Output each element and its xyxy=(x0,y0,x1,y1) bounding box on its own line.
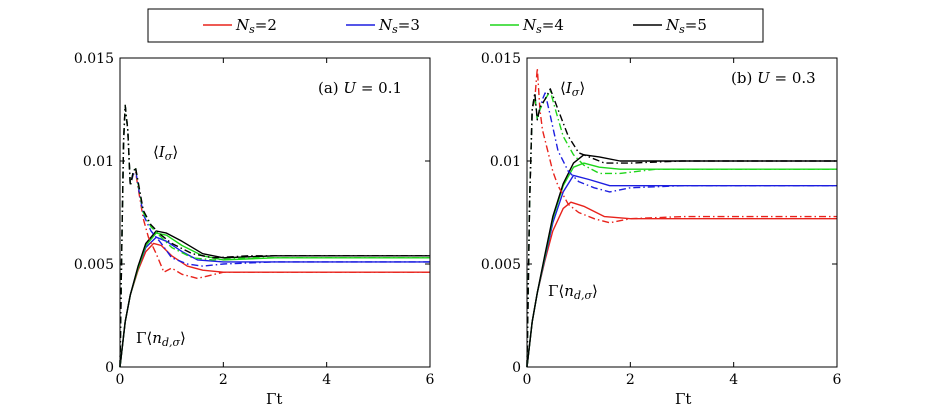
x-tick-label: 6 xyxy=(426,372,435,388)
tick-layer: 0 2 4 6 0 0.005 0.01 0.015 xyxy=(481,51,842,388)
legend-entry-ns3: Ns=3 xyxy=(346,16,420,36)
x-axis-label-a: Γt xyxy=(266,390,282,408)
annotation-current: ⟨Iσ⟩ xyxy=(153,143,178,163)
legend-entry-ns5: Ns=5 xyxy=(633,16,707,36)
y-tick-label: 0.005 xyxy=(74,257,114,273)
annotation-occupation: Γ⟨nd,σ⟩ xyxy=(136,329,186,349)
y-tick-label: 0.015 xyxy=(74,51,114,67)
series-layer xyxy=(526,67,837,368)
x-tick-label: 4 xyxy=(729,372,738,388)
x-tick-label: 0 xyxy=(523,372,532,388)
series-line-ns5-current xyxy=(526,88,837,368)
series-line-ns4-current xyxy=(119,104,430,368)
series-line-ns3-occupation xyxy=(526,174,837,368)
x-axis-label-b: Γt xyxy=(675,390,691,408)
y-tick-label: 0.015 xyxy=(481,51,521,67)
legend-label: Ns=3 xyxy=(378,16,420,36)
series-line-ns2-current xyxy=(526,67,837,368)
series-line-ns4-current xyxy=(526,90,837,368)
legend-entry-ns4: Ns=4 xyxy=(490,16,564,36)
x-tick-label: 6 xyxy=(833,372,842,388)
annotation-occupation: Γ⟨nd,σ⟩ xyxy=(548,282,598,302)
series-line-ns3-current xyxy=(526,92,837,368)
panel-b: 0 2 4 6 0 0.005 0.01 0.015 (b) U = 0.3 ⟨Iσ⟩ Γ⟨n… xyxy=(481,51,842,388)
y-tick-label: 0 xyxy=(512,360,521,376)
y-tick-label: 0 xyxy=(105,360,114,376)
y-tick-label: 0.01 xyxy=(490,154,521,170)
x-tick-label: 0 xyxy=(116,372,125,388)
x-tick-label: 2 xyxy=(626,372,635,388)
series-layer xyxy=(119,104,430,368)
legend-label: Ns=5 xyxy=(665,16,707,36)
tick-layer: 0 2 4 6 0 0.005 0.01 0.015 xyxy=(74,51,435,388)
x-tick-label: 4 xyxy=(322,372,331,388)
y-tick-label: 0.01 xyxy=(83,154,114,170)
series-line-ns5-current xyxy=(119,104,430,368)
series-line-ns3-current xyxy=(119,104,430,368)
panel-title: (b) U = 0.3 xyxy=(731,69,816,87)
series-line-ns5-occupation xyxy=(119,230,430,368)
panel-title: (a) U = 0.1 xyxy=(318,79,402,97)
y-tick-label: 0.005 xyxy=(481,257,521,273)
series-line-ns4-occupation xyxy=(526,162,837,368)
legend-label: Ns=2 xyxy=(235,16,277,36)
annotation-current: ⟨Iσ⟩ xyxy=(560,79,585,99)
plot-frame xyxy=(119,57,431,368)
legend-entry-ns2: Ns=2 xyxy=(203,16,277,36)
legend-label: Ns=4 xyxy=(522,16,564,36)
series-line-ns5-occupation xyxy=(526,154,837,368)
plot-frame xyxy=(526,57,838,368)
x-tick-label: 2 xyxy=(219,372,228,388)
series-line-ns2-current xyxy=(119,104,430,368)
legend: Ns=2 Ns=3 Ns=4 Ns=5 xyxy=(147,8,764,43)
panel-a: 0 2 4 6 0 0.005 0.01 0.015 (a) U = 0.1 ⟨Iσ⟩ Γ⟨n… xyxy=(74,51,435,388)
